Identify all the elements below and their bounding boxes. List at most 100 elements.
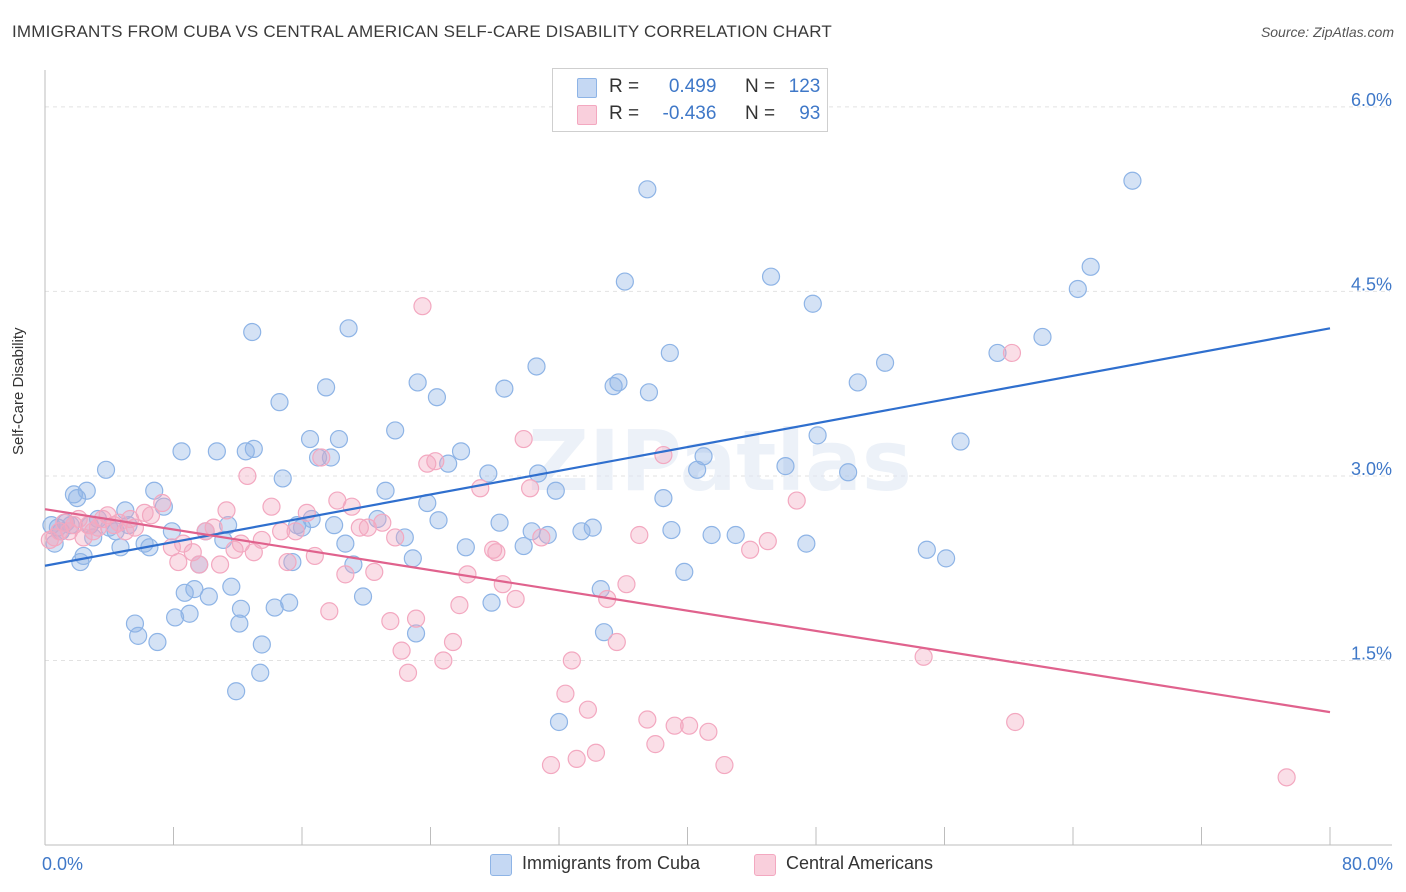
legend-n-label: N = xyxy=(744,103,776,124)
y-tick-label: 3.0% xyxy=(1351,459,1392,479)
legend-n-value-central: 93 xyxy=(799,103,821,124)
grid-lines xyxy=(45,106,1390,661)
data-point xyxy=(482,593,501,612)
data-point xyxy=(406,624,426,643)
data-point xyxy=(951,432,970,451)
data-point xyxy=(199,587,218,606)
data-point xyxy=(787,491,806,510)
bottom-legend-label-central: Central Americans xyxy=(786,853,934,873)
data-point xyxy=(210,555,230,574)
data-point xyxy=(427,388,447,407)
data-point xyxy=(74,546,93,566)
data-point xyxy=(638,710,657,729)
data-point xyxy=(662,520,681,540)
x-tick-label: 0.0% xyxy=(42,854,83,874)
data-point xyxy=(839,463,858,482)
legend-swatch-central xyxy=(577,105,597,125)
y-tick-label: 4.5% xyxy=(1351,274,1392,294)
data-point xyxy=(353,587,373,606)
data-point xyxy=(336,565,355,584)
data-point xyxy=(68,488,87,508)
data-point xyxy=(527,357,546,376)
data-point xyxy=(741,540,760,559)
data-point xyxy=(549,712,569,732)
data-point xyxy=(715,755,734,775)
data-point xyxy=(808,426,827,445)
data-point xyxy=(283,552,302,572)
data-point xyxy=(342,497,361,516)
data-point xyxy=(1068,279,1087,299)
data-point xyxy=(702,525,721,545)
data-point xyxy=(848,373,867,392)
data-point xyxy=(556,684,575,703)
data-point xyxy=(300,429,320,449)
data-point xyxy=(336,534,355,553)
data-point xyxy=(386,528,405,547)
data-point xyxy=(230,614,249,633)
data-point xyxy=(386,421,405,440)
data-point xyxy=(758,532,777,551)
data-point xyxy=(484,540,503,559)
legend-n-value-cuba: 123 xyxy=(788,76,821,97)
data-point xyxy=(514,429,533,449)
data-point xyxy=(450,596,469,615)
trend-lines xyxy=(44,327,1331,714)
data-point xyxy=(243,322,262,342)
data-point xyxy=(1277,768,1296,787)
legend-swatch-cuba xyxy=(577,78,597,98)
data-point xyxy=(231,599,251,618)
data-point xyxy=(572,522,591,541)
data-point xyxy=(227,682,246,701)
data-point xyxy=(490,513,509,532)
data-point xyxy=(471,479,490,498)
data-point xyxy=(803,294,822,313)
data-point xyxy=(514,536,533,556)
trend-line xyxy=(44,508,1331,714)
data-point xyxy=(329,429,349,449)
data-point xyxy=(639,383,659,402)
data-point xyxy=(376,481,395,500)
data-point xyxy=(776,457,795,476)
axes xyxy=(44,70,1392,846)
data-point xyxy=(1002,343,1022,363)
data-point xyxy=(617,575,636,594)
data-point xyxy=(456,538,475,557)
data-point xyxy=(270,393,289,412)
data-point xyxy=(1081,257,1100,276)
data-point xyxy=(630,525,649,545)
data-point xyxy=(434,651,453,670)
data-point xyxy=(280,593,299,612)
data-point xyxy=(1006,712,1025,732)
data-point xyxy=(217,501,236,520)
trend-line xyxy=(44,327,1331,567)
data-point xyxy=(638,180,657,199)
data-point xyxy=(594,623,614,642)
x-tick-labels: 0.0% 80.0% xyxy=(42,854,1393,874)
data-point xyxy=(426,452,445,471)
data-point xyxy=(586,743,606,762)
data-point xyxy=(238,466,257,486)
data-point xyxy=(562,651,581,670)
data-point xyxy=(615,272,634,291)
data-point xyxy=(487,543,506,562)
data-point xyxy=(320,602,339,621)
data-point xyxy=(495,379,514,398)
data-point xyxy=(914,647,933,666)
data-point xyxy=(190,555,209,574)
stats-legend: R = 0.499 N = 123 R = -0.436 N = 93 xyxy=(552,68,828,132)
data-point xyxy=(77,481,96,500)
data-point xyxy=(172,442,191,461)
data-point xyxy=(373,513,392,532)
data-point xyxy=(443,632,463,652)
data-point xyxy=(479,464,498,483)
data-point xyxy=(699,722,718,741)
legend-n-label: N = xyxy=(744,76,776,97)
data-point xyxy=(493,575,512,594)
data-point xyxy=(252,635,271,654)
data-point xyxy=(244,439,263,458)
data-point xyxy=(395,528,414,547)
data-point xyxy=(532,528,551,547)
data-point xyxy=(273,469,292,488)
data-point xyxy=(339,319,358,338)
